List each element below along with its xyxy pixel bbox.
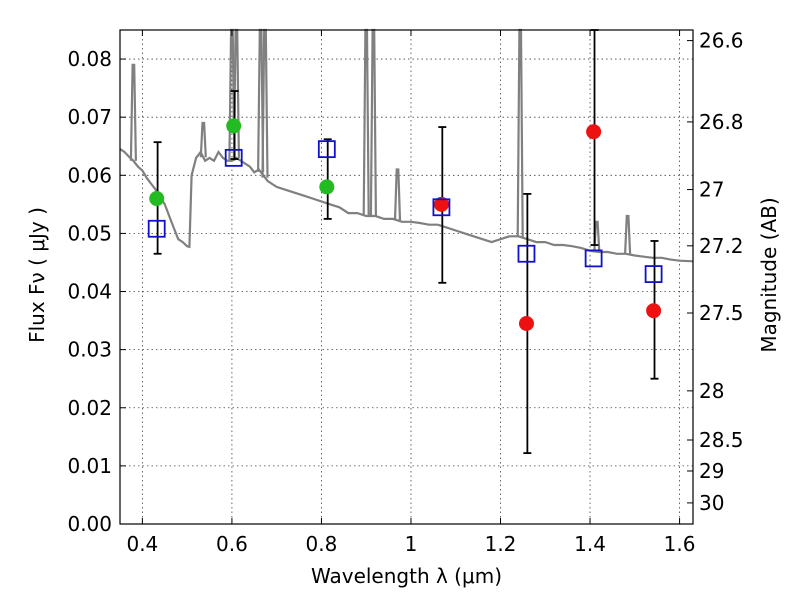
emission-line-peak bbox=[624, 214, 632, 255]
data-point-circle bbox=[646, 303, 662, 319]
spectrum-model bbox=[119, 28, 694, 263]
emission-line-peak bbox=[199, 121, 207, 158]
data-point-circle bbox=[433, 196, 449, 212]
data-point-square bbox=[644, 265, 663, 283]
x-tick-label: 0.8 bbox=[306, 532, 338, 556]
right-tick-label: 26.6 bbox=[699, 29, 744, 53]
right-tick-label: 27.5 bbox=[699, 301, 744, 325]
x-tick-label: 1.6 bbox=[664, 532, 696, 556]
grid-lines bbox=[120, 30, 693, 525]
y-tick-label: 0.04 bbox=[67, 280, 112, 304]
x-tick-label: 1 bbox=[405, 532, 418, 556]
y-tick-label: 0.05 bbox=[67, 221, 112, 245]
data-point-circle bbox=[319, 179, 335, 195]
data-point-square bbox=[584, 249, 603, 268]
right-tick-label: 28.5 bbox=[699, 428, 744, 452]
right-tick-label: 30 bbox=[699, 491, 724, 515]
emission-line-peak bbox=[129, 63, 137, 161]
right-tick-label: 28 bbox=[699, 379, 724, 403]
right-tick-label: 26.8 bbox=[699, 110, 744, 134]
data-point-circle bbox=[518, 315, 534, 331]
emission-line-peak bbox=[261, 28, 269, 178]
data-point-square bbox=[517, 244, 536, 263]
emission-line-peak bbox=[516, 28, 524, 237]
plot-frame bbox=[119, 29, 694, 525]
emission-line-peak bbox=[393, 168, 402, 221]
x-tick-label: 1.2 bbox=[485, 532, 517, 556]
data-point-square bbox=[317, 140, 336, 159]
emission-line-peak bbox=[369, 28, 377, 217]
y-axis-label: Flux Fν ( μJy ) bbox=[25, 207, 49, 343]
axis-ticks: 0.4 0.6 0.8 1 1.2 1.4 1.6 0.00 0.01 0.02 0.03 0.04 0… bbox=[67, 29, 743, 556]
right-tick-label: 29 bbox=[699, 459, 724, 483]
right-tick-label: 27 bbox=[699, 178, 724, 202]
emission-line-peak bbox=[362, 28, 370, 217]
y-tick-label: 0.06 bbox=[67, 163, 112, 187]
y-tick-label: 0.00 bbox=[67, 512, 112, 536]
x-tick-label: 0.4 bbox=[126, 532, 158, 556]
y-axis-right-label: Magnitude (AB) bbox=[757, 197, 781, 352]
x-axis-label: Wavelength λ (μm) bbox=[311, 564, 502, 588]
y-tick-label: 0.03 bbox=[67, 338, 112, 362]
y-tick-label: 0.02 bbox=[67, 396, 112, 420]
spectrum-line bbox=[119, 148, 694, 263]
x-tick-label: 0.6 bbox=[216, 532, 248, 556]
data-point-square bbox=[224, 148, 243, 167]
right-tick-label: 27.2 bbox=[699, 234, 744, 258]
data-point-square bbox=[432, 198, 451, 217]
data-point-circle bbox=[586, 124, 602, 140]
data-point-circle bbox=[226, 118, 242, 134]
y-tick-label: 0.08 bbox=[67, 47, 112, 71]
x-tick-label: 1.4 bbox=[574, 532, 606, 556]
data-point-square bbox=[147, 219, 166, 238]
y-tick-label: 0.01 bbox=[67, 454, 112, 478]
photometry-markers bbox=[147, 118, 663, 331]
data-point-circle bbox=[149, 191, 165, 207]
y-tick-label: 0.07 bbox=[67, 105, 112, 129]
